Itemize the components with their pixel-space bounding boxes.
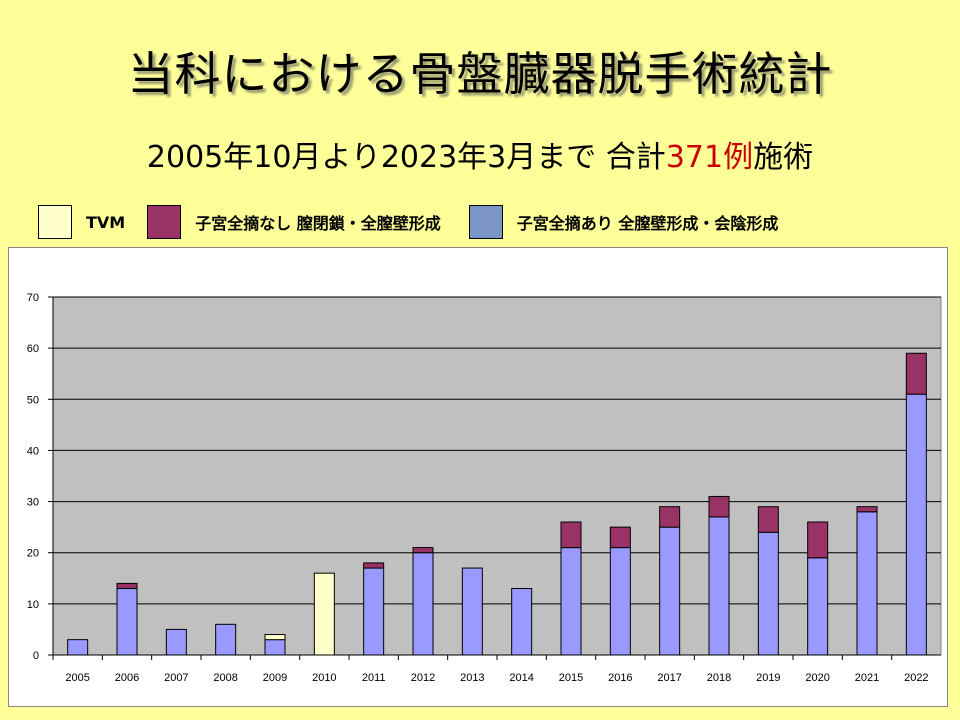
bar-2014-series-0 [511, 588, 533, 656]
bar-2019-series-1 [757, 506, 779, 533]
legend-label-tvm: TVM [86, 212, 126, 232]
bar-2006-series-1 [116, 582, 138, 590]
x-tick-label-2017: 2017 [657, 672, 681, 684]
y-tick-label-70: 70 [27, 292, 39, 304]
legend-swatch-tvm [38, 205, 72, 239]
x-tick-label-2009: 2009 [263, 672, 287, 684]
bar-2013-series-0 [461, 567, 483, 656]
plot-background [52, 296, 942, 656]
x-tick-label-2011: 2011 [362, 672, 386, 684]
y-tick-label-20: 20 [27, 548, 39, 560]
subtitle-suffix: 施術 [753, 140, 814, 175]
y-tick-label-40: 40 [27, 445, 39, 457]
bar-2018-series-0 [708, 516, 730, 656]
bar-2017-series-1 [659, 506, 681, 528]
bar-2009-series-2 [264, 634, 286, 641]
y-tick-label-0: 0 [33, 650, 39, 662]
bar-2005-series-0 [67, 639, 89, 656]
bar-2016-series-0 [609, 547, 631, 656]
bar-2015-series-0 [560, 547, 582, 656]
bar-2021-series-0 [856, 511, 878, 656]
x-tick-label-2012: 2012 [411, 672, 435, 684]
slide-subtitle: 2005年10月より2023年3月まで 合計371例施術 [0, 132, 960, 176]
bar-chart: 0 10 20 30 40 50 60 70 2005 2006 2007 2008 2009 2010 2… [27, 292, 942, 684]
x-tick-label-2020: 2020 [805, 672, 829, 684]
bar-2012-series-1 [412, 547, 434, 554]
slide-title: 当科における骨盤臓器脱手術統計 [127, 47, 833, 101]
legend-swatch-hysterectomy [468, 205, 503, 239]
bar-2015-series-1 [560, 521, 582, 549]
x-tick-label-2022: 2022 [904, 672, 928, 684]
bar-2012-series-0 [412, 552, 434, 656]
x-tick-label-2014: 2014 [509, 672, 533, 684]
bar-2022-series-1 [905, 352, 927, 395]
x-tick-label-2019: 2019 [756, 672, 780, 684]
x-tick-label-2021: 2021 [855, 672, 879, 684]
y-tick-label-60: 60 [27, 343, 39, 355]
x-tick-label-2015: 2015 [559, 672, 583, 684]
bar-2008-series-0 [215, 623, 237, 656]
bar-2011-series-0 [363, 567, 385, 656]
y-tick-label-10: 10 [27, 599, 39, 611]
bar-2022-series-0 [905, 393, 927, 656]
x-tick-label-2010: 2010 [312, 672, 336, 684]
subtitle-period: 2005年10月より2023年3月まで 合計 [146, 140, 666, 175]
bar-2016-series-1 [609, 526, 631, 549]
y-tick-label-30: 30 [27, 497, 39, 509]
x-tick-label-2013: 2013 [460, 672, 484, 684]
x-tick-label-2007: 2007 [164, 672, 188, 684]
bar-2018-series-1 [708, 495, 730, 518]
y-tick-label-50: 50 [27, 394, 39, 406]
legend-label-no-hysterectomy: 子宮全摘なし 膣閉鎖・全膣壁形成 [195, 214, 441, 233]
legend-item-tvm: TVM [38, 205, 125, 239]
x-tick-label-2006: 2006 [115, 672, 139, 684]
legend-label-hysterectomy: 子宮全摘あり 全膣壁形成・会陰形成 [516, 214, 779, 233]
bar-2011-series-1 [363, 562, 385, 569]
x-tick-label-2008: 2008 [213, 672, 237, 684]
bar-2020-series-1 [807, 521, 829, 559]
bar-2010-series-2 [313, 572, 335, 656]
bar-2006-series-0 [116, 588, 138, 656]
x-tick-label-2018: 2018 [707, 672, 731, 684]
bar-2020-series-0 [807, 557, 829, 656]
chart-legend: TVM 子宮全摘なし 膣閉鎖・全膣壁形成 子宮全摘あり 全膣壁形成・会陰形成 [38, 202, 778, 242]
subtitle-total-count: 371例 [665, 140, 754, 175]
bar-2007-series-0 [165, 628, 187, 656]
x-tick-label-2016: 2016 [608, 672, 632, 684]
legend-item-no-hysterectomy: 子宮全摘なし 膣閉鎖・全膣壁形成 [147, 205, 441, 239]
bar-2017-series-0 [659, 526, 681, 656]
bar-2009-series-0 [264, 639, 286, 656]
chart-area: 0 10 20 30 40 50 60 70 2005 2006 2007 2008 2009 2010 2… [8, 247, 948, 707]
legend-swatch-no-hysterectomy [147, 205, 182, 239]
legend-item-hysterectomy: 子宮全摘あり 全膣壁形成・会陰形成 [468, 205, 779, 239]
bar-2021-series-1 [856, 506, 878, 513]
bar-2019-series-0 [757, 531, 779, 656]
x-tick-label-2005: 2005 [65, 672, 89, 684]
